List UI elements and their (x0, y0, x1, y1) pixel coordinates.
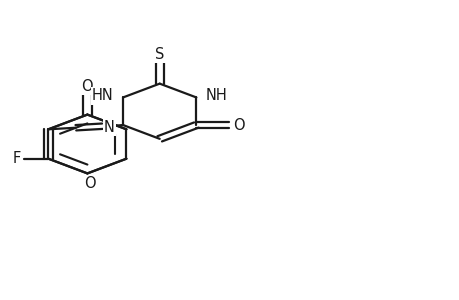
Text: S: S (155, 47, 164, 62)
Text: F: F (12, 151, 21, 166)
Text: HN: HN (92, 88, 114, 104)
Text: O: O (81, 79, 93, 94)
Text: NH: NH (205, 88, 227, 104)
Text: O: O (232, 118, 244, 133)
Text: N: N (104, 120, 115, 135)
Text: O: O (84, 176, 95, 191)
